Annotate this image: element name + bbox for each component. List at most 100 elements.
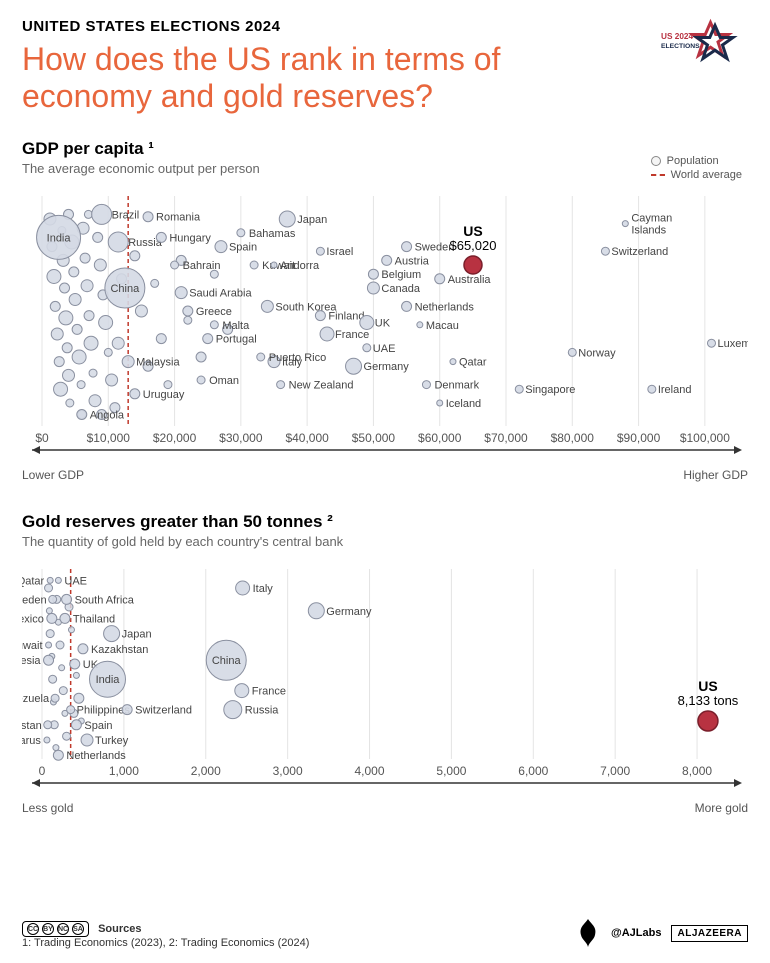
- svg-text:Hungary: Hungary: [169, 232, 211, 244]
- svg-text:Brazil: Brazil: [112, 209, 140, 221]
- circle-icon: [651, 156, 661, 166]
- svg-text:Qatar: Qatar: [22, 575, 45, 587]
- svg-text:US: US: [463, 223, 482, 239]
- gold-chart-svg: 0 1,000 2,000 3,000 4,000 5,000 6,000 7,000 8,00…: [22, 559, 748, 799]
- svg-text:Belarus: Belarus: [22, 735, 41, 747]
- gdp-title: GDP per capita ¹: [22, 139, 748, 159]
- svg-text:$90,000: $90,000: [617, 431, 661, 445]
- svg-text:$100,000: $100,000: [680, 431, 730, 445]
- gold-chart: 0 1,000 2,000 3,000 4,000 5,000 6,000 7,000 8,00…: [22, 559, 748, 799]
- svg-text:India: India: [96, 674, 121, 686]
- svg-text:Cayman: Cayman: [631, 212, 672, 224]
- axis-right-label: Higher GDP: [683, 468, 748, 482]
- svg-text:France: France: [252, 685, 286, 697]
- us-elections-logo: US 2024 ELECTIONS: [658, 18, 748, 78]
- svg-text:Kazakhstan: Kazakhstan: [91, 643, 148, 655]
- footer-right: @AJLabs ALJAZEERA: [575, 917, 748, 949]
- svg-text:Japan: Japan: [297, 214, 327, 226]
- gold-subtitle: The quantity of gold held by each countr…: [22, 534, 748, 549]
- svg-text:$60,000: $60,000: [418, 431, 462, 445]
- svg-text:Malta: Malta: [222, 319, 250, 331]
- svg-text:Oman: Oman: [209, 375, 239, 387]
- svg-text:Sweden: Sweden: [415, 241, 455, 253]
- svg-text:Greece: Greece: [196, 306, 232, 318]
- svg-text:Venezuela: Venezuela: [22, 693, 50, 705]
- svg-text:$40,000: $40,000: [285, 431, 329, 445]
- dashed-line-icon: [651, 174, 665, 176]
- svg-text:$80,000: $80,000: [551, 431, 595, 445]
- svg-text:Bahrain: Bahrain: [183, 260, 221, 272]
- svg-text:Mexico: Mexico: [22, 613, 44, 625]
- svg-text:Italy: Italy: [253, 583, 274, 595]
- svg-text:Japan: Japan: [122, 628, 152, 640]
- svg-text:Indonesia: Indonesia: [22, 655, 41, 667]
- svg-text:Bahamas: Bahamas: [249, 227, 296, 239]
- svg-text:Qatar: Qatar: [459, 356, 487, 368]
- gdp-chart-svg: $0$10,000$20,000$30,000$40,000$50,000$60…: [22, 186, 748, 466]
- svg-text:7,000: 7,000: [600, 764, 630, 778]
- svg-text:Switzerland: Switzerland: [135, 704, 192, 716]
- svg-text:Austria: Austria: [395, 255, 430, 267]
- svg-text:$30,000: $30,000: [219, 431, 263, 445]
- svg-text:India: India: [47, 232, 72, 244]
- svg-text:South Africa: South Africa: [75, 594, 135, 606]
- gold-axis-caption: Less gold More gold: [22, 801, 748, 815]
- sources-label: Sources: [98, 923, 141, 935]
- svg-text:Portugal: Portugal: [216, 333, 257, 345]
- svg-text:China: China: [110, 283, 140, 295]
- axis-right-label: More gold: [695, 801, 748, 815]
- aljazeera-flame-icon: [575, 917, 601, 949]
- gdp-chart: $0$10,000$20,000$30,000$40,000$50,000$60…: [22, 186, 748, 466]
- svg-text:8,133 tons: 8,133 tons: [678, 693, 739, 708]
- header-text: UNITED STATES ELECTIONS 2024 How does th…: [22, 18, 582, 115]
- brand-box: ALJAZEERA: [671, 925, 748, 942]
- svg-text:Finland: Finland: [328, 310, 364, 322]
- svg-text:Spain: Spain: [84, 719, 112, 731]
- svg-text:Canada: Canada: [381, 283, 420, 295]
- svg-text:China: China: [212, 655, 242, 667]
- svg-text:0: 0: [39, 764, 46, 778]
- legend-label: Population: [667, 155, 719, 167]
- handle: @AJLabs: [611, 927, 661, 939]
- svg-text:Ireland: Ireland: [658, 384, 692, 396]
- cc-license-icon: CCBYNCSA: [22, 921, 89, 937]
- svg-text:1,000: 1,000: [109, 764, 139, 778]
- legend-world-avg: World average: [651, 169, 742, 181]
- svg-text:France: France: [335, 329, 369, 341]
- gdp-subtitle: The average economic output per person: [22, 161, 748, 176]
- svg-text:Puerto Rico: Puerto Rico: [269, 352, 326, 364]
- svg-text:Malaysia: Malaysia: [136, 356, 180, 368]
- svg-text:UK: UK: [375, 317, 391, 329]
- svg-text:4,000: 4,000: [355, 764, 385, 778]
- svg-text:Russia: Russia: [245, 704, 280, 716]
- svg-text:Singapore: Singapore: [525, 384, 575, 396]
- svg-text:Romania: Romania: [156, 211, 201, 223]
- svg-text:$70,000: $70,000: [484, 431, 528, 445]
- svg-text:6,000: 6,000: [518, 764, 548, 778]
- sources: CCBYNCSA Sources 1: Trading Economics (2…: [22, 921, 309, 949]
- svg-text:Pakistan: Pakistan: [22, 719, 42, 731]
- svg-text:Angola: Angola: [90, 409, 125, 421]
- svg-text:8,000: 8,000: [682, 764, 712, 778]
- chart-legend: Population World average: [651, 155, 742, 183]
- svg-text:Iceland: Iceland: [446, 398, 481, 410]
- kicker: UNITED STATES ELECTIONS 2024: [22, 18, 582, 35]
- svg-text:2,000: 2,000: [191, 764, 221, 778]
- svg-text:$0: $0: [35, 431, 49, 445]
- sources-text: 1: Trading Economics (2023), 2: Trading …: [22, 937, 309, 949]
- svg-text:3,000: 3,000: [273, 764, 303, 778]
- svg-text:Norway: Norway: [578, 347, 616, 359]
- svg-text:ELECTIONS: ELECTIONS: [661, 43, 700, 50]
- svg-text:Belgium: Belgium: [381, 269, 421, 281]
- gold-title: Gold reserves greater than 50 tonnes ²: [22, 512, 748, 532]
- svg-text:Saudi Arabia: Saudi Arabia: [189, 287, 252, 299]
- legend-population: Population: [651, 155, 742, 167]
- axis-left-label: Less gold: [22, 801, 73, 815]
- svg-text:Islands: Islands: [631, 224, 666, 236]
- axis-left-label: Lower GDP: [22, 468, 84, 482]
- svg-text:Australia: Australia: [448, 273, 492, 285]
- svg-text:5,000: 5,000: [436, 764, 466, 778]
- svg-text:$65,020: $65,020: [449, 238, 496, 253]
- svg-text:$10,000: $10,000: [87, 431, 131, 445]
- svg-text:New Zealand: New Zealand: [289, 379, 354, 391]
